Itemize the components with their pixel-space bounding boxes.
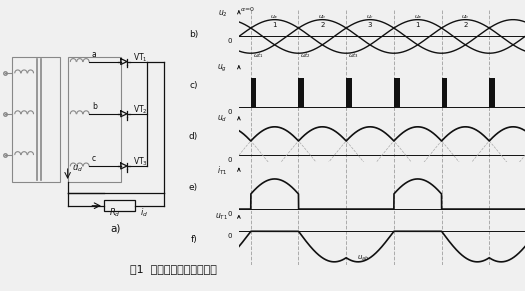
Text: $i_{T1}$: $i_{T1}$ xyxy=(217,164,227,177)
Text: $u_a$: $u_a$ xyxy=(270,13,279,21)
Bar xyxy=(12,57,60,182)
Text: $u_d$: $u_d$ xyxy=(72,164,83,174)
Text: $u_{ab}$: $u_{ab}$ xyxy=(358,253,370,263)
Text: $u_{T1}$: $u_{T1}$ xyxy=(215,212,227,222)
Text: d): d) xyxy=(188,132,198,141)
Text: f): f) xyxy=(191,235,198,244)
Text: 1: 1 xyxy=(272,22,277,28)
Text: $\omega t_2$: $\omega t_2$ xyxy=(300,52,311,60)
Bar xyxy=(251,77,257,107)
Bar xyxy=(68,57,121,182)
Text: a: a xyxy=(92,50,97,59)
Text: $u_b$: $u_b$ xyxy=(461,13,470,21)
Text: c: c xyxy=(92,155,96,164)
Text: $u_2$: $u_2$ xyxy=(218,8,227,19)
Text: $u_b$: $u_b$ xyxy=(318,13,327,21)
Bar xyxy=(442,77,447,107)
Text: 0: 0 xyxy=(227,233,232,239)
Text: 2: 2 xyxy=(320,22,324,28)
Text: 0: 0 xyxy=(227,38,232,45)
Text: $i_d$: $i_d$ xyxy=(140,207,148,219)
Text: 0: 0 xyxy=(227,157,232,163)
Text: VT$_2$: VT$_2$ xyxy=(133,103,148,116)
Text: 0: 0 xyxy=(227,109,232,115)
Text: $u_a$: $u_a$ xyxy=(414,13,422,21)
Bar xyxy=(104,200,135,211)
Bar xyxy=(394,77,400,107)
Text: VT$_3$: VT$_3$ xyxy=(133,156,148,168)
Text: 0: 0 xyxy=(227,211,232,217)
Text: 图1  三相半波可控整流电路: 图1 三相半波可控整流电路 xyxy=(130,264,217,274)
Text: $\omega t_1$: $\omega t_1$ xyxy=(253,52,264,60)
Text: VT$_1$: VT$_1$ xyxy=(133,51,148,64)
Bar xyxy=(489,77,495,107)
Bar xyxy=(299,77,304,107)
Text: b): b) xyxy=(188,30,198,39)
Text: $u_d$: $u_d$ xyxy=(217,114,227,124)
Text: 3: 3 xyxy=(368,22,372,28)
Text: $\omega t_3$: $\omega t_3$ xyxy=(348,52,359,60)
Text: $u_g$: $u_g$ xyxy=(217,63,227,74)
Text: $u_c$: $u_c$ xyxy=(366,13,374,21)
Text: e): e) xyxy=(189,184,198,192)
Text: b: b xyxy=(92,102,97,111)
Text: $R_d$: $R_d$ xyxy=(109,207,121,219)
Text: 1: 1 xyxy=(415,22,420,28)
Text: $\alpha$=0: $\alpha$=0 xyxy=(240,5,255,13)
Bar xyxy=(346,77,352,107)
Text: a): a) xyxy=(111,224,121,234)
Text: c): c) xyxy=(190,81,198,90)
Text: 2: 2 xyxy=(463,22,468,28)
